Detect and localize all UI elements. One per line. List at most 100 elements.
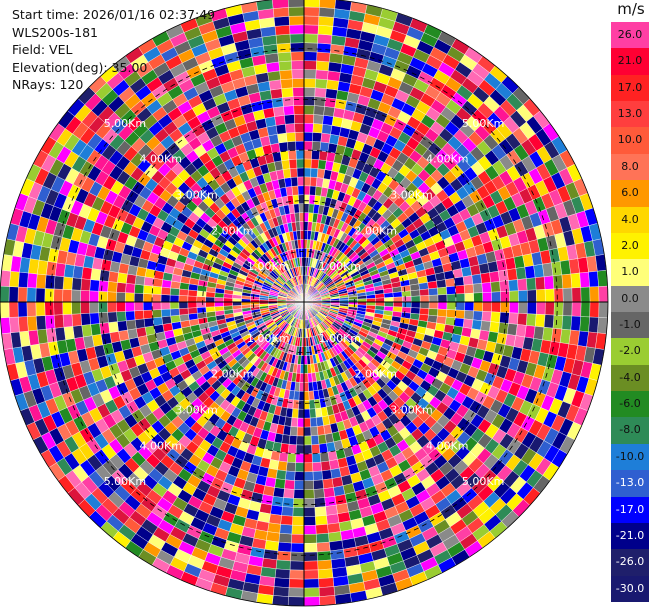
velocity-bin xyxy=(288,15,305,26)
velocity-bin xyxy=(290,176,299,187)
velocity-bin xyxy=(446,285,456,295)
velocity-bin xyxy=(314,96,326,107)
velocity-bin xyxy=(374,293,385,299)
velocity-bin xyxy=(309,185,317,196)
velocity-bin xyxy=(72,325,84,339)
velocity-bin xyxy=(214,301,224,307)
velocity-bin xyxy=(299,382,305,392)
velocity-bin xyxy=(453,317,465,328)
velocity-bin xyxy=(303,131,314,142)
velocity-bin xyxy=(274,25,291,36)
velocity-bin xyxy=(316,60,330,71)
velocity-bin xyxy=(89,301,99,314)
velocity-bin xyxy=(290,417,299,428)
velocity-bin xyxy=(17,301,28,318)
velocity-bin xyxy=(303,417,311,428)
velocity-bin xyxy=(318,443,329,454)
velocity-bin xyxy=(482,292,492,303)
velocity-bin xyxy=(325,88,338,100)
range-ring-label: 5.00Km xyxy=(104,117,146,130)
velocity-bin xyxy=(295,444,305,455)
velocity-bin xyxy=(188,313,199,321)
colorbar-level: -10.0 xyxy=(611,443,649,471)
velocity-bin xyxy=(481,282,492,293)
velocity-bin xyxy=(294,131,305,142)
velocity-bin xyxy=(303,391,310,401)
velocity-bin xyxy=(278,451,289,463)
velocity-bin xyxy=(326,513,340,525)
velocity-bin xyxy=(561,315,573,331)
velocity-bin xyxy=(187,289,198,297)
velocity-bin xyxy=(291,69,305,79)
range-ring-label: 5.00Km xyxy=(462,475,504,488)
velocity-bin xyxy=(303,60,317,70)
velocity-bin xyxy=(99,269,110,282)
velocity-bin xyxy=(299,212,305,222)
velocity-bin xyxy=(281,159,291,170)
velocity-bin xyxy=(315,78,328,89)
velocity-bin xyxy=(316,533,330,544)
velocity-bin xyxy=(290,42,305,53)
velocity-bin xyxy=(446,301,457,311)
velocity-bin xyxy=(126,273,137,285)
velocity-bin xyxy=(292,194,300,205)
velocity-bin xyxy=(309,176,318,187)
velocity-bin xyxy=(303,78,316,88)
velocity-bin xyxy=(303,105,315,115)
velocity-bin xyxy=(152,316,163,327)
velocity-bin xyxy=(291,408,299,419)
velocity-bin xyxy=(9,271,20,288)
velocity-bin xyxy=(303,185,311,196)
velocity-bin xyxy=(319,451,330,463)
velocity-bin xyxy=(160,286,171,296)
velocity-bin xyxy=(500,291,510,303)
velocity-bin xyxy=(270,504,283,516)
velocity-bin xyxy=(310,435,320,446)
velocity-bin xyxy=(318,577,335,588)
velocity-bin xyxy=(303,6,320,17)
velocity-bin xyxy=(80,301,90,314)
velocity-bin xyxy=(117,272,128,284)
velocity-bin xyxy=(296,426,305,437)
velocity-bin xyxy=(273,7,290,18)
velocity-bin xyxy=(223,305,234,311)
velocity-bin xyxy=(53,301,64,316)
velocity-bin xyxy=(125,310,136,321)
velocity-bin xyxy=(275,559,291,571)
velocity-bin xyxy=(327,522,341,534)
colorbar-level: 0.0 xyxy=(611,285,649,312)
velocity-bin xyxy=(314,87,327,98)
velocity-bin xyxy=(151,301,162,311)
velocity-bin xyxy=(307,372,313,383)
velocity-bin xyxy=(287,444,297,454)
velocity-bin xyxy=(298,203,305,213)
velocity-bin xyxy=(303,212,309,222)
velocity-bin xyxy=(272,487,285,498)
velocity-bin xyxy=(283,488,295,499)
velocity-bin xyxy=(299,221,305,231)
velocity-bin xyxy=(289,560,305,571)
velocity-bin xyxy=(427,280,438,290)
velocity-bin xyxy=(579,316,590,333)
velocity-bin xyxy=(187,301,198,309)
velocity-bin xyxy=(588,316,599,333)
velocity-bin xyxy=(293,498,305,508)
velocity-bin xyxy=(419,307,430,316)
velocity-bin xyxy=(160,294,171,303)
velocity-bin xyxy=(419,295,430,303)
velocity-bin xyxy=(288,0,305,8)
velocity-bin xyxy=(326,79,340,91)
velocity-bin xyxy=(309,408,317,419)
velocity-bin xyxy=(303,364,308,374)
velocity-bin xyxy=(544,301,555,316)
velocity-bin xyxy=(499,280,510,292)
velocity-bin xyxy=(107,311,118,323)
velocity-bin xyxy=(316,541,331,553)
velocity-bin xyxy=(318,586,335,597)
velocity-bin xyxy=(72,265,84,279)
velocity-bin xyxy=(303,435,312,446)
velocity-bin xyxy=(53,288,64,303)
velocity-bin xyxy=(71,301,81,315)
velocity-bin xyxy=(580,301,591,318)
